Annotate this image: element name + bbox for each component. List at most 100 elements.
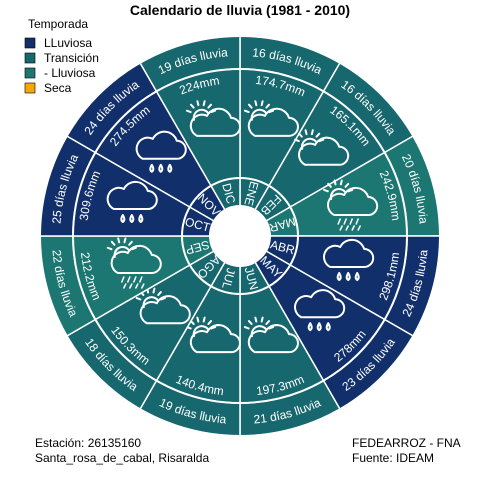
- sun-ray: [207, 320, 213, 326]
- sun-ray: [117, 237, 121, 244]
- month-label: ENE: [241, 180, 261, 207]
- month-label: OCT: [183, 215, 212, 235]
- sun-ray: [260, 100, 264, 107]
- legend-label: LLuviosa: [44, 36, 92, 50]
- cloud-shape: [294, 289, 346, 319]
- drizzle-line: [141, 283, 145, 289]
- sun-ray: [196, 100, 200, 107]
- sun-ray: [210, 109, 217, 114]
- raindrop: [120, 214, 126, 224]
- drizzle-line: [139, 276, 143, 283]
- sun-ray: [243, 326, 250, 330]
- ring-separator: [72, 68, 408, 404]
- cloud-shape: [323, 238, 375, 268]
- sun-ray: [128, 240, 133, 246]
- sun-ray: [196, 316, 200, 323]
- organization: FEDEARROZ - FNA: [352, 436, 461, 450]
- raindrop: [167, 163, 173, 173]
- legend: Temporada LLuviosa Transición - Lluviosa…: [24, 17, 99, 95]
- legend-label: Seca: [44, 81, 72, 95]
- month-label: MAR: [267, 214, 297, 235]
- cloud-sun-icon: [243, 316, 299, 354]
- cloud-shape: [189, 324, 242, 354]
- legend-label: - Lluviosa: [44, 66, 96, 80]
- drizzle-line: [135, 283, 139, 289]
- month-label: SEP: [184, 238, 211, 258]
- center-hole: [211, 207, 269, 265]
- sun-ray: [318, 138, 325, 143]
- raindrop: [325, 322, 331, 332]
- cloud-shape: [189, 107, 242, 137]
- sun-ray: [131, 246, 137, 251]
- month-label: ABR: [269, 237, 297, 257]
- sun-ray: [265, 320, 271, 326]
- sun-ray: [135, 297, 142, 301]
- sun-ray: [243, 109, 250, 114]
- sun-ray: [185, 109, 192, 114]
- drizzle-line: [129, 283, 133, 289]
- sun-ray: [310, 129, 314, 136]
- sun-ray: [247, 320, 253, 326]
- sun-ray: [247, 103, 253, 109]
- cloud-sun-icon: [243, 100, 299, 137]
- sun-ray: [210, 326, 217, 330]
- cloud-rain-icon: [135, 130, 187, 173]
- drizzle-line: [121, 276, 125, 283]
- cloud-shape: [110, 244, 162, 274]
- sun-ray: [315, 132, 321, 138]
- drizzle-line: [337, 218, 341, 225]
- raindrop: [345, 271, 351, 281]
- drizzle-line: [133, 276, 137, 283]
- cloud-rain-icon: [106, 180, 158, 224]
- legend-swatch: [24, 82, 36, 94]
- cloud-shape: [106, 180, 158, 211]
- raindrop: [158, 163, 164, 173]
- sun-ray: [152, 287, 156, 294]
- sun-ray: [189, 103, 195, 109]
- cloud-rain-icon: [323, 238, 375, 281]
- sun-ray: [260, 316, 264, 323]
- sun-ray: [207, 103, 213, 109]
- sun-ray: [202, 100, 206, 107]
- sun-ray: [157, 291, 162, 297]
- legend-item-transicion: Transición: [24, 51, 99, 65]
- drizzle-line: [127, 276, 131, 283]
- sun-ray: [344, 182, 350, 188]
- raindrop: [307, 322, 313, 332]
- cloud-sun-icon: [294, 129, 350, 166]
- ring-separator: [209, 205, 271, 267]
- sun-shape: [106, 237, 137, 258]
- sun-ray: [265, 103, 271, 109]
- cloud-sun-icon: [185, 316, 242, 354]
- sun-ray: [254, 100, 258, 107]
- drizzle-line: [357, 225, 361, 231]
- station-code: Estación: 26135160: [35, 436, 141, 450]
- sun-ray: [298, 132, 303, 138]
- raindrop: [149, 163, 155, 173]
- drizzle-line: [351, 225, 355, 231]
- sun-ray: [333, 179, 337, 186]
- ring-separator: [181, 177, 299, 295]
- sun-ray: [268, 326, 275, 330]
- cloud-shape: [135, 130, 187, 160]
- footer: Estación: 26135160 Santa_rosa_de_cabal, …: [35, 436, 461, 465]
- raindrop: [354, 271, 360, 281]
- cloud-shape: [327, 186, 379, 217]
- raindrop: [336, 271, 342, 281]
- cloud-shape: [298, 136, 350, 166]
- cloud-sun-drizzle-icon: [323, 179, 379, 231]
- drizzle-line: [123, 283, 127, 289]
- raindrop: [138, 214, 144, 224]
- legend-item-seca: Seca: [24, 81, 72, 95]
- sun-ray: [294, 138, 300, 143]
- drizzle-line: [345, 225, 349, 231]
- sun-ray: [254, 316, 258, 323]
- cloud-rain-icon: [294, 289, 346, 332]
- cloud-shape: [247, 324, 299, 354]
- sun-ray: [327, 182, 332, 188]
- sun-ray: [339, 179, 343, 186]
- raindrop: [316, 322, 322, 332]
- legend-label: Transición: [44, 51, 99, 65]
